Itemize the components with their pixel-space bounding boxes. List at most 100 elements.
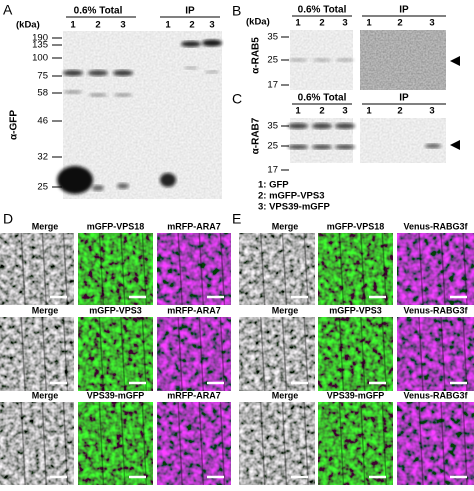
cell-wall	[20, 401, 26, 486]
band	[202, 39, 222, 47]
cell-wall	[338, 316, 345, 392]
image-label: Merge	[32, 221, 59, 231]
cell-wall	[219, 401, 226, 486]
micrograph	[78, 402, 153, 485]
cell-wall	[303, 401, 309, 486]
marker-label: 25	[37, 182, 48, 193]
blot	[360, 118, 446, 163]
micrograph	[318, 402, 393, 485]
cell-wall	[418, 232, 424, 306]
cell-wall	[141, 401, 148, 486]
cell-wall	[259, 232, 266, 306]
micrograph	[157, 402, 231, 485]
micrograph	[318, 317, 393, 391]
band	[425, 143, 441, 149]
panel-label: D	[3, 211, 13, 227]
image-label: mGFP-VPS3	[89, 305, 142, 315]
image-label: Merge	[272, 305, 299, 315]
marker-label: 17	[267, 80, 278, 91]
cell-wall	[98, 316, 105, 392]
cell-wall	[360, 232, 366, 306]
lane-number: 3	[342, 18, 347, 29]
cell-wall	[198, 316, 205, 392]
band	[64, 90, 82, 94]
cell-wall	[120, 316, 126, 392]
micrograph	[397, 317, 474, 391]
cell-wall	[440, 316, 446, 392]
header-total: 0.6% Total	[298, 5, 347, 16]
cell-wall	[303, 316, 309, 392]
cell-wall	[62, 401, 69, 486]
marker-label: 25	[267, 141, 278, 152]
micrograph	[397, 233, 474, 305]
lane-number: 1	[295, 18, 301, 29]
cell-wall	[360, 401, 366, 486]
image-label: mGFP-VPS3	[329, 305, 382, 315]
marker-label: 190	[32, 33, 48, 44]
cell-wall	[20, 316, 26, 392]
header-ip: IP	[185, 6, 195, 17]
image-label: Venus-RABG3f	[403, 390, 468, 400]
micrograph	[157, 233, 231, 305]
band	[89, 93, 107, 97]
cell-wall	[177, 232, 183, 306]
lane-number: 3	[429, 106, 434, 117]
lane-number: 3	[342, 106, 347, 117]
lane-number: 3	[429, 18, 434, 29]
marker-label: 100	[32, 53, 48, 64]
marker-label: 17	[267, 165, 278, 176]
cell-wall	[198, 401, 205, 486]
lane-number: 1	[165, 20, 171, 31]
marker-label: 25	[267, 55, 278, 66]
lane-number: 2	[95, 20, 100, 31]
band	[117, 183, 129, 189]
cell-wall	[219, 232, 226, 306]
lane-number: 3	[120, 20, 125, 31]
image-label: mRFP-ARA7	[167, 390, 221, 400]
cell-wall	[281, 232, 288, 306]
cell-wall	[303, 232, 309, 306]
panel-label: B	[232, 3, 241, 19]
cell-wall	[177, 401, 183, 486]
image-label: mRFP-ARA7	[167, 221, 221, 231]
legend-item: 1: GFP	[258, 180, 289, 191]
lane-number: 1	[366, 18, 372, 29]
band	[184, 66, 198, 70]
cell-wall	[259, 316, 266, 392]
antibody-label: α-RAB7	[251, 117, 262, 154]
marker-label: 35	[267, 121, 278, 132]
cell-wall	[281, 401, 288, 486]
cell-wall	[259, 401, 266, 486]
band	[312, 123, 332, 129]
legend-item: 2: mGFP-VPS3	[258, 191, 325, 202]
image-label: Merge	[272, 390, 299, 400]
cell-wall	[281, 316, 288, 392]
band	[113, 70, 133, 76]
marker-label: 46	[37, 116, 48, 127]
cell-wall	[381, 316, 388, 392]
cell-wall	[338, 232, 345, 306]
cell-wall	[177, 316, 183, 392]
band	[288, 144, 308, 150]
image-label: mRFP-ARA7	[167, 305, 221, 315]
lane-number: 2	[397, 18, 402, 29]
micrograph	[78, 317, 153, 391]
band	[313, 58, 331, 62]
lane-number: 3	[209, 20, 214, 31]
arrowhead	[450, 140, 460, 150]
image-label: Merge	[272, 221, 299, 231]
band	[57, 166, 93, 194]
cell-wall	[141, 232, 148, 306]
cell-wall	[418, 401, 424, 486]
image-label: Venus-RABG3f	[403, 305, 468, 315]
panel-label: C	[232, 91, 242, 107]
image-label: VPS39-mGFP	[327, 390, 385, 400]
cell-wall	[41, 316, 48, 392]
band	[92, 185, 104, 191]
band	[160, 173, 176, 187]
micrograph	[0, 317, 74, 391]
cell-wall	[462, 232, 468, 306]
lane-number: 1	[295, 106, 301, 117]
marker-label: 58	[37, 88, 48, 99]
band	[336, 58, 354, 62]
